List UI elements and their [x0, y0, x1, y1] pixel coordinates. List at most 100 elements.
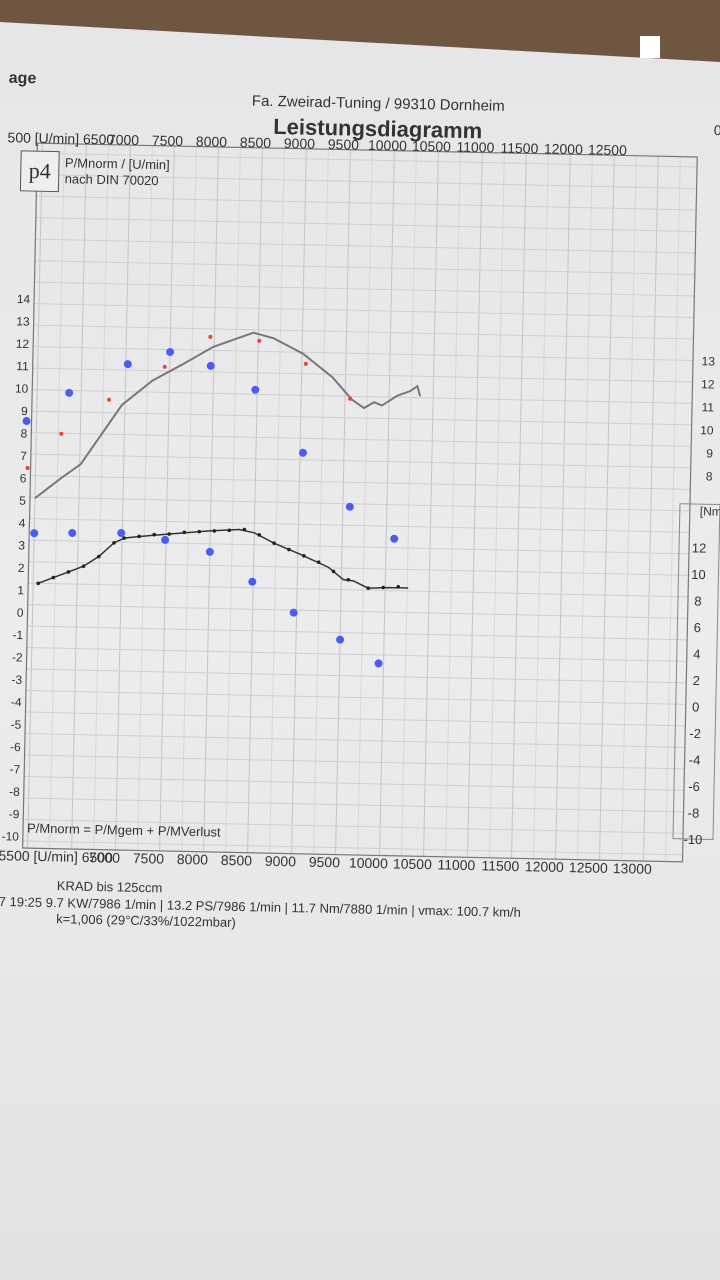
blue-dot — [30, 529, 39, 538]
curve-point — [257, 533, 262, 537]
curve-point — [36, 581, 40, 586]
top-axis-label: 7000 — [108, 131, 140, 148]
grid-line — [32, 389, 693, 404]
top-axis-label: 11500 — [500, 140, 538, 157]
curve-point — [197, 529, 202, 534]
legend-text: P/Mnorm / [U/min] — [65, 155, 170, 172]
curve-point — [167, 532, 172, 536]
grid-line — [22, 840, 683, 856]
grid-line — [31, 410, 692, 426]
corner-text: age — [9, 70, 37, 88]
right-axis-unit: [Nm — [700, 504, 720, 518]
grid-line — [25, 711, 686, 727]
red-dot — [303, 361, 308, 366]
blue-dot — [298, 448, 307, 457]
bottom-axis-label: 10500 — [393, 855, 432, 872]
bottom-axis-label: 12000 — [525, 858, 564, 875]
grid-line — [24, 776, 685, 791]
blue-dot — [336, 635, 345, 644]
curve-point — [152, 532, 157, 537]
company: Fa. Zweirad-Tuning / 99310 Dornheim — [252, 93, 505, 115]
right-axis-label: 10 — [700, 423, 714, 437]
top-axis-label: 11000 — [456, 139, 494, 156]
blue-dot — [22, 417, 31, 426]
left-axis-label: 1 — [17, 583, 24, 597]
right-axis-label: 2 — [693, 673, 701, 688]
title: Leistungsdiagramm — [273, 114, 483, 143]
bottom-axis-label: 5500 [U/min] 6500 — [0, 847, 113, 865]
top-axis-label: 7500 — [152, 132, 184, 149]
curve-point — [272, 541, 276, 546]
curve-point — [122, 536, 126, 540]
grid-line — [29, 496, 690, 512]
blue-dot — [374, 659, 383, 668]
grid-line — [33, 324, 694, 340]
right-axis-label: 13 — [701, 354, 715, 368]
right-axis-label: 11 — [701, 400, 714, 414]
blue-dot — [251, 385, 260, 394]
grid-line — [34, 281, 695, 297]
left-axis-label: 12 — [16, 337, 30, 351]
curve-point — [51, 575, 56, 580]
left-axis-label: -9 — [9, 807, 20, 821]
bottom-axis-label: 9500 — [309, 854, 341, 871]
footer-conditions: k=1,006 (29°C/33%/1022mbar) — [56, 911, 236, 930]
top-axis-label: 9000 — [284, 135, 316, 152]
curve-point — [212, 529, 217, 533]
power-curve — [34, 331, 422, 499]
grid-line — [26, 647, 687, 662]
right-axis-label: -6 — [688, 779, 700, 794]
grid-line — [28, 561, 689, 576]
top-axis-label: 10000 — [368, 137, 407, 154]
grid — [22, 143, 698, 862]
grid-line — [28, 582, 689, 598]
left-axis-label: 13 — [16, 314, 30, 328]
right-axis-label: -10 — [683, 832, 702, 847]
grid-line — [25, 733, 685, 748]
blue-dot — [206, 361, 215, 370]
bottom-axis-label: 11000 — [437, 856, 475, 873]
curve-point — [316, 560, 321, 564]
red-dot — [208, 334, 213, 339]
bottom-axis-label: 9000 — [265, 853, 297, 870]
left-axis-label: 11 — [16, 359, 29, 373]
right-axis-box — [672, 503, 720, 840]
left-axis-label: 3 — [18, 538, 25, 552]
blue-dot — [68, 528, 77, 537]
right-axis-label: 12 — [701, 377, 715, 391]
right-axis-label: -4 — [689, 752, 701, 767]
left-axis-label: -7 — [9, 762, 20, 776]
curve-point — [81, 564, 86, 569]
footer-class: KRAD bis 125ccm — [57, 878, 163, 895]
blue-dot — [248, 577, 257, 586]
grid-line — [27, 625, 688, 641]
left-axis-label: -5 — [10, 718, 21, 732]
red-dot — [59, 431, 64, 436]
bottom-axis-label: 8000 — [177, 851, 209, 868]
curve-point — [137, 534, 141, 539]
blue-dot — [390, 534, 399, 543]
plot-frame — [22, 142, 698, 863]
grid-line — [29, 539, 689, 555]
left-axis-label: 10 — [15, 382, 29, 396]
left-axis-label: -1 — [12, 628, 23, 642]
blue-dot — [166, 347, 175, 356]
top-axis-label: 8500 — [240, 134, 272, 151]
grid-line — [31, 432, 692, 447]
left-axis-label: 0 — [17, 606, 24, 620]
grid-line — [35, 217, 696, 232]
left-axis-label: 6 — [20, 471, 27, 485]
grid-line — [27, 604, 688, 619]
top-axis-label: 9500 — [328, 136, 360, 153]
bottom-axis-label: 13000 — [613, 860, 652, 877]
overlay-dots — [22, 334, 400, 668]
grid-line — [33, 346, 694, 361]
red-dot — [257, 338, 262, 343]
blue-dot — [123, 360, 132, 369]
curve-point — [366, 586, 370, 590]
left-axis-label: -2 — [12, 650, 23, 664]
red-dot — [348, 396, 353, 401]
legend-text: nach DIN 70020 — [65, 171, 159, 188]
